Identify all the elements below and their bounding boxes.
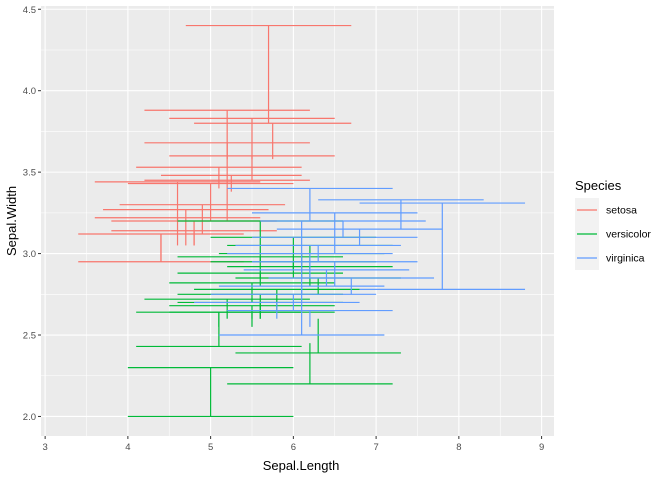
x-tick-label: 8: [456, 442, 461, 453]
legend-label-virginica: virginica: [606, 253, 645, 265]
legend-label-versicolor: versicolor: [606, 229, 651, 241]
x-tick-label: 7: [373, 442, 378, 453]
x-axis-ticks: 3 4 5 6 7 8 9: [42, 436, 544, 453]
x-axis-title: Sepal.Length: [263, 458, 340, 473]
y-tick-label: 4.5: [23, 5, 36, 16]
y-axis-ticks: 2.0 2.5 3.0 3.5 4.0 4.5: [23, 5, 41, 423]
y-tick-label: 2.5: [23, 331, 36, 342]
legend-items: setosa versicolor virginica: [575, 198, 651, 270]
series-virginica: [194, 187, 526, 336]
y-tick-label: 4.0: [23, 86, 36, 97]
x-tick-label: 9: [539, 442, 544, 453]
y-axis-title: Sepal.Width: [4, 186, 19, 256]
x-tick-label: 6: [291, 442, 296, 453]
y-tick-label: 2.0: [23, 412, 36, 423]
grid-major: [41, 6, 554, 436]
x-tick-label: 4: [125, 442, 130, 453]
y-tick-label: 3.5: [23, 168, 36, 179]
y-tick-label: 3.0: [23, 249, 36, 260]
x-tick-label: 5: [208, 442, 213, 453]
series-setosa: [78, 24, 352, 263]
x-tick-label: 3: [42, 442, 47, 453]
legend-title: Species: [575, 178, 622, 193]
errorbar-marks: [78, 24, 526, 418]
legend-label-setosa: setosa: [606, 205, 637, 217]
legend: Species setosa versicolor virginica: [575, 178, 651, 270]
